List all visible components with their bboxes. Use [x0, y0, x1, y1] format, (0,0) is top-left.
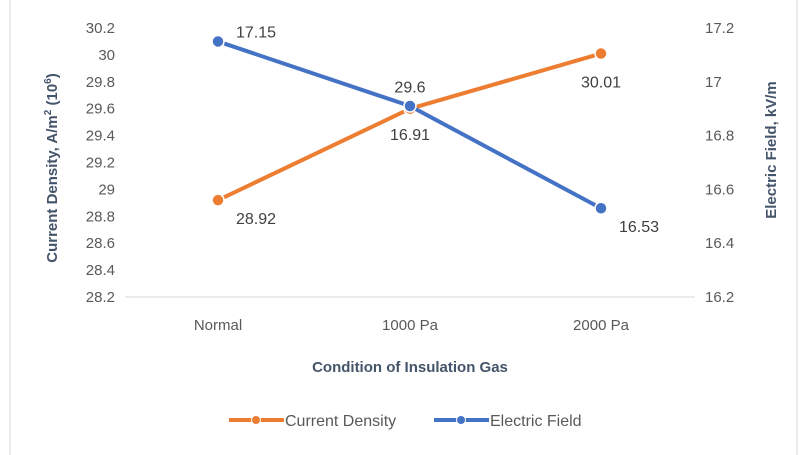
current-density-data-label: 29.6 — [394, 80, 425, 97]
x-tick-label: 1000 Pa — [382, 317, 439, 334]
y-left-tick-label: 29.8 — [86, 74, 115, 91]
electric-field-point[interactable] — [594, 201, 608, 215]
y-left-tick-label: 29.6 — [86, 101, 115, 118]
y-axis-right-title: Electric Field, kV/m — [763, 81, 780, 219]
y-right-tick-label: 17.2 — [705, 20, 734, 37]
electric-field-point[interactable] — [403, 99, 417, 113]
legend-current-density-label: Current Density — [285, 413, 396, 430]
electric-field-data-label: 16.53 — [619, 219, 659, 236]
x-axis-title: Condition of Insulation Gas — [312, 359, 508, 376]
y-right-tick-label: 16.6 — [705, 181, 734, 198]
electric-field-data-label: 16.91 — [390, 127, 430, 144]
y-right-tick-label: 16.8 — [705, 128, 734, 145]
y-axis-left-title: Current Density, A/m2 (106) — [43, 73, 61, 263]
current-density-point[interactable] — [594, 46, 608, 61]
y-left-tick-label: 28.2 — [86, 289, 115, 306]
current-density-data-label: 28.92 — [236, 211, 276, 228]
legend-electric-field-label: Electric Field — [490, 413, 582, 430]
y-left-tick-label: 28.8 — [86, 208, 115, 225]
x-tick-label: 2000 Pa — [573, 317, 630, 334]
y-left-tick-label: 29 — [98, 181, 115, 198]
legend-current-density-marker — [251, 415, 261, 425]
right-axis-ticks: 16.2 16.4 16.6 16.8 17 17.2 — [705, 20, 734, 306]
electric-field-line — [217, 39, 602, 210]
x-tick-label: Normal — [194, 317, 242, 334]
current-density-data-label: 30.01 — [581, 75, 621, 92]
y-left-tick-label: 30 — [98, 47, 115, 64]
current-density-point[interactable] — [211, 193, 225, 207]
electric-field-data-label: 17.15 — [236, 24, 276, 41]
series-layer — [211, 34, 608, 215]
legend-item-electric-field[interactable]: Electric Field — [434, 413, 582, 430]
y-left-tick-label: 29.4 — [86, 128, 115, 145]
data-labels: 28.92 29.6 30.01 17.15 16.91 16.53 — [236, 24, 659, 236]
legend: Current Density Electric Field — [229, 413, 582, 430]
legend-electric-field-marker — [456, 415, 466, 425]
left-axis-ticks: 28.2 28.4 28.6 28.8 29 29.2 29.4 29.6 29.8 30 30.2 — [86, 20, 115, 306]
y-left-tick-label: 29.2 — [86, 155, 115, 172]
legend-item-current-density[interactable]: Current Density — [229, 413, 396, 430]
electric-field-point[interactable] — [211, 34, 225, 49]
y-right-tick-label: 17 — [705, 74, 722, 91]
y-right-tick-label: 16.2 — [705, 289, 734, 306]
y-right-tick-label: 16.4 — [705, 235, 734, 252]
x-axis-ticks: Normal 1000 Pa 2000 Pa — [194, 317, 630, 334]
y-left-tick-label: 28.4 — [86, 262, 115, 279]
y-left-tick-label: 30.2 — [86, 20, 115, 37]
y-left-tick-label: 28.6 — [86, 235, 115, 252]
